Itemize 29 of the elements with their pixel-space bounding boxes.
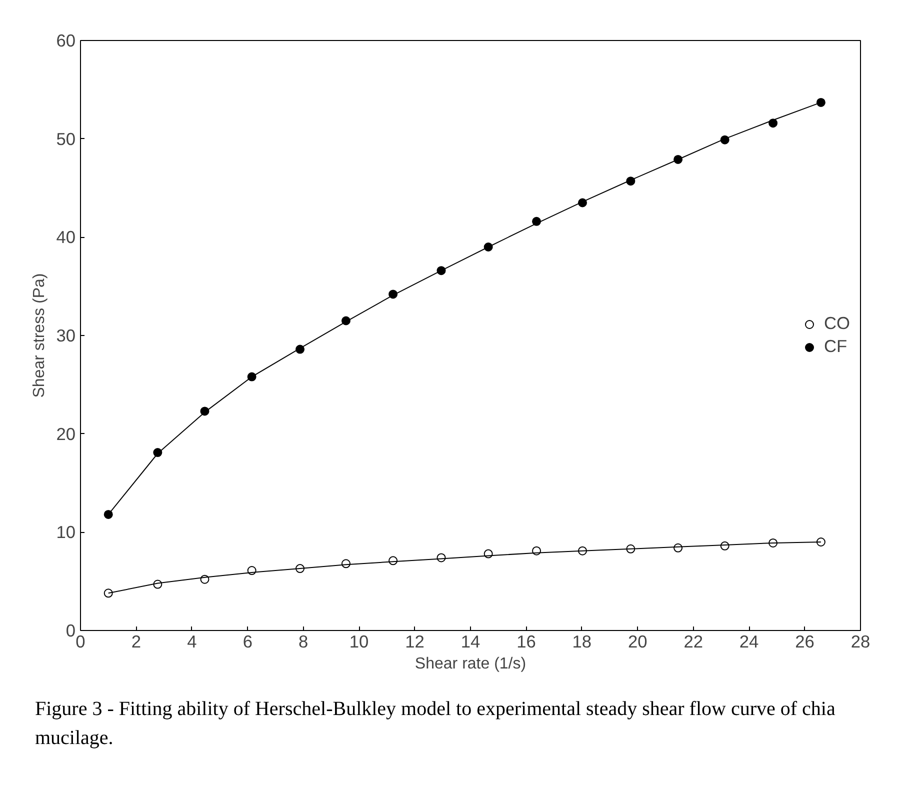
x-tick-label: 28: [850, 632, 870, 652]
x-tick-label: 20: [628, 632, 648, 652]
y-tick-label: 40: [56, 227, 76, 248]
y-tick-label: 10: [56, 522, 76, 542]
legend-label: CO: [824, 313, 850, 334]
x-tick-label: 10: [349, 632, 369, 652]
x-tick-label: 16: [516, 632, 536, 652]
x-tick-label: 6: [242, 632, 252, 652]
x-tick-label: 12: [405, 632, 424, 652]
y-tick-label: 50: [56, 128, 76, 149]
x-tick-label: 26: [795, 632, 814, 652]
x-tick-label: 22: [684, 632, 703, 652]
point: [104, 588, 113, 598]
x-tick-label: 2: [131, 632, 142, 652]
x-tick-label: 18: [572, 632, 592, 652]
legend-label: CF: [824, 336, 848, 357]
y-tick-label: 30: [56, 326, 76, 346]
x-axis-title: Shear rate (1/s): [414, 656, 526, 672]
y-tick-label: 60: [56, 30, 76, 50]
point: [816, 98, 826, 107]
y-tick-label: 20: [56, 424, 76, 444]
x-tick-label: 4: [187, 632, 198, 652]
x-tick-label: 24: [739, 632, 760, 652]
point: [104, 510, 113, 519]
x-tick-label: 8: [298, 632, 308, 652]
caption: Figure 3 - Fitting ability of Herschel-Bulkley model to experimental steady shear flow curve of chia mucilage.: [35, 697, 836, 751]
y-axis-title: Shear stress (Pa): [31, 273, 48, 398]
point: [816, 538, 826, 546]
x-tick-label: 14: [460, 632, 480, 652]
